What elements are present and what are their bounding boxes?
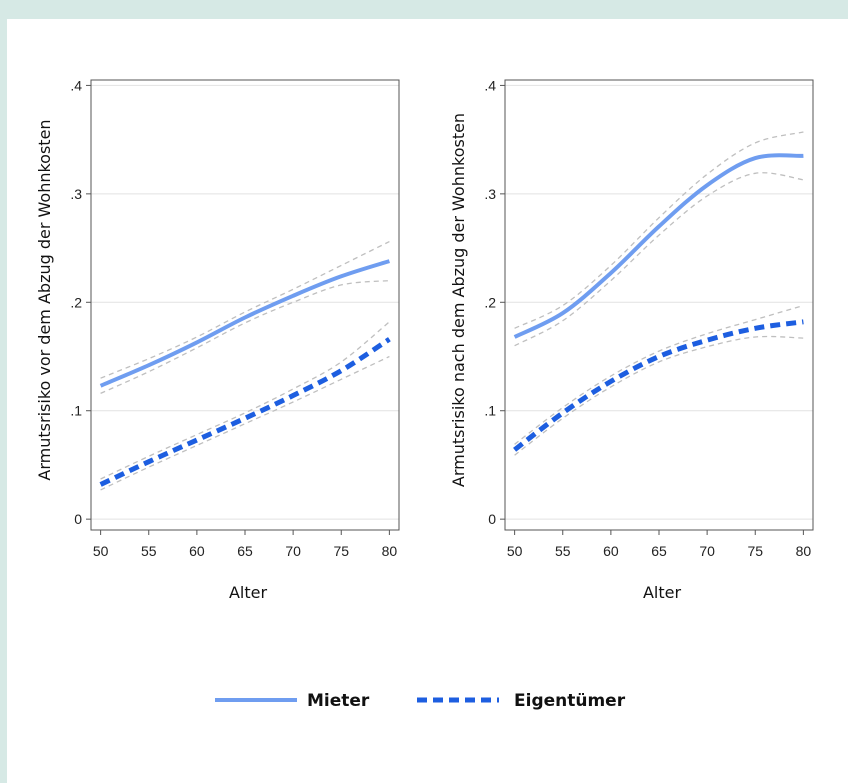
ci-line-ci-lower <box>514 172 804 347</box>
y-tick-label: .4 <box>484 77 496 93</box>
x-tick-label: 50 <box>507 543 523 559</box>
series-line-eigentuemer <box>99 337 391 487</box>
y-tick-label: .1 <box>484 403 496 419</box>
y-tick-label: 0 <box>74 511 82 527</box>
y-tick-label: 0 <box>488 511 496 527</box>
plots-group: 0 .1 .2 .3 .4 50 55 60 65 70 75 80 Alter Armutsrisiko… <box>35 77 814 602</box>
plot-frame <box>90 79 400 531</box>
x-tick-label: 60 <box>189 543 205 559</box>
y-axis-title: Armutsrisiko nach dem Abzug der Wohnkost… <box>449 113 468 487</box>
y-tick-label: .3 <box>484 186 496 202</box>
ci-line-ci-lower <box>100 355 390 491</box>
figure-panel <box>7 19 848 783</box>
ci-line-ci-upper <box>514 304 804 445</box>
series-line-eigentuemer <box>513 319 804 452</box>
y-tick-label: .4 <box>70 77 82 93</box>
x-tick-label: 55 <box>555 543 571 559</box>
x-tick-label: 75 <box>333 543 349 559</box>
y-axis-title: Armutsrisiko vor dem Abzug der Wohnkoste… <box>35 119 54 480</box>
series-line-mieter <box>513 153 804 339</box>
legend: Mieter Eigentümer <box>215 691 626 711</box>
ci-line-ci-lower <box>514 335 804 456</box>
plot-2: 0 .1 .2 .3 .4 50 55 60 65 70 75 80 Alter Armutsrisiko… <box>449 77 814 602</box>
legend-label-eigentuemer: Eigentümer <box>514 691 626 711</box>
x-axis-title: Alter <box>643 583 682 602</box>
ci-line-ci-lower <box>100 279 390 394</box>
y-tick-label: .1 <box>70 403 82 419</box>
y-tick-label: .3 <box>70 186 82 202</box>
ci-line-ci-upper <box>514 131 804 329</box>
plot-1: 0 .1 .2 .3 .4 50 55 60 65 70 75 80 Alter Armutsrisiko… <box>35 77 400 602</box>
plot-frame <box>504 79 814 531</box>
x-tick-label: 70 <box>285 543 301 559</box>
x-tick-label: 65 <box>651 543 667 559</box>
x-tick-label: 65 <box>237 543 253 559</box>
x-tick-label: 70 <box>699 543 715 559</box>
x-tick-label: 55 <box>141 543 157 559</box>
x-tick-label: 80 <box>796 543 812 559</box>
series-line-mieter <box>99 259 390 388</box>
x-axis-title: Alter <box>229 583 268 602</box>
y-tick-label: .2 <box>70 294 82 310</box>
x-tick-label: 60 <box>603 543 619 559</box>
ci-line-ci-upper <box>100 241 390 379</box>
x-tick-label: 80 <box>382 543 398 559</box>
x-tick-label: 75 <box>747 543 763 559</box>
ci-line-ci-upper <box>100 321 390 480</box>
legend-label-mieter: Mieter <box>307 691 370 711</box>
x-tick-label: 50 <box>93 543 109 559</box>
y-tick-label: .2 <box>484 294 496 310</box>
